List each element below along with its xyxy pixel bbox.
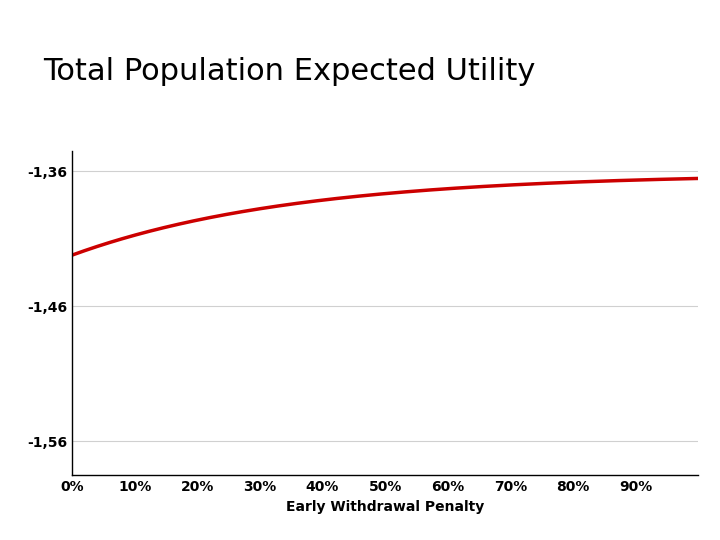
- Text: Total Population Expected Utility: Total Population Expected Utility: [43, 57, 536, 86]
- X-axis label: Early Withdrawal Penalty: Early Withdrawal Penalty: [286, 500, 485, 514]
